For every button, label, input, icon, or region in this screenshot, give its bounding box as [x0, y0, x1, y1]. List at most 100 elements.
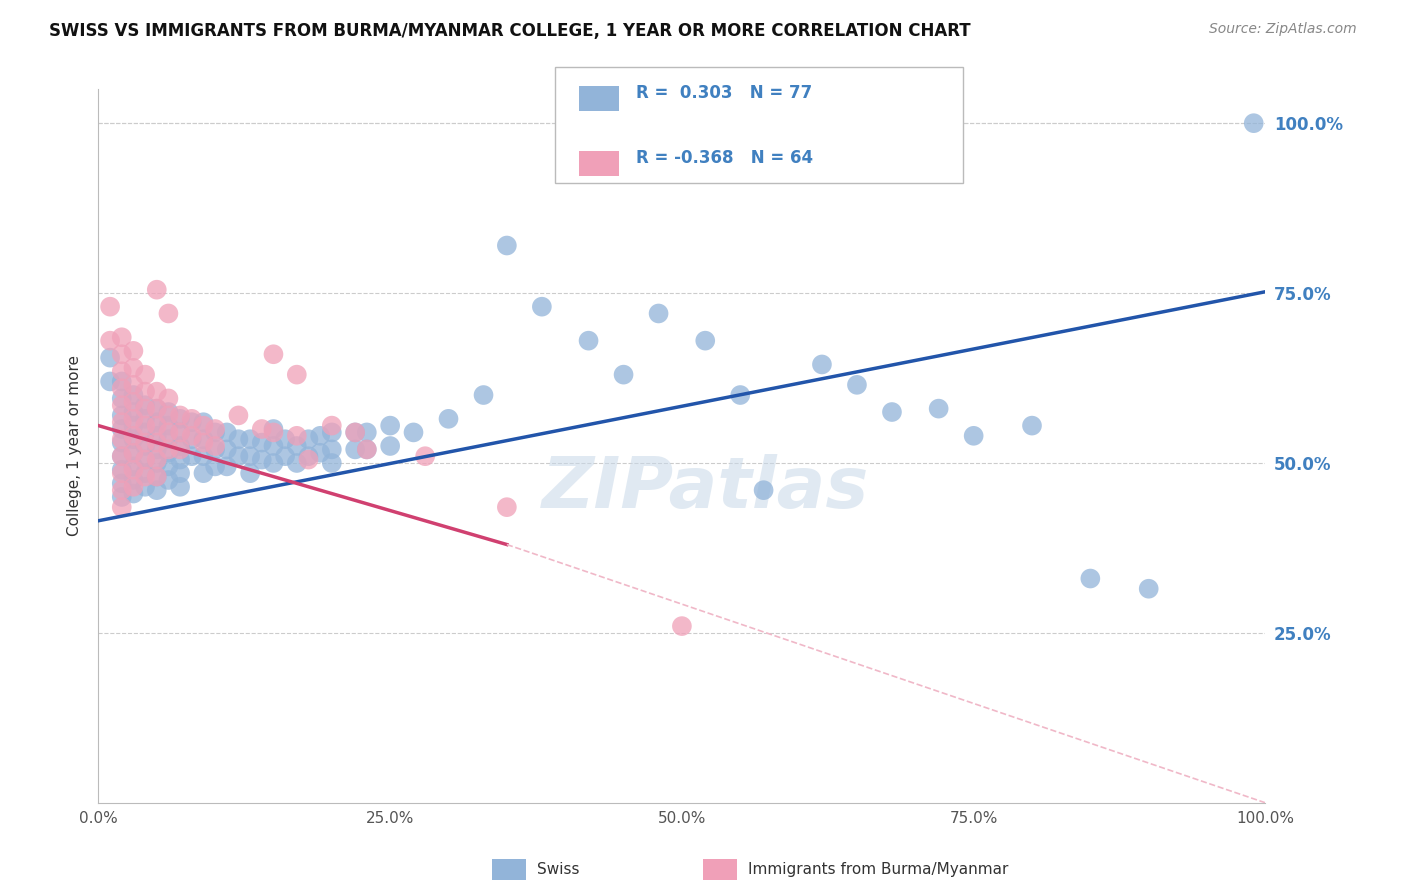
- Point: [122, 405, 145, 419]
- Point: [111, 398, 134, 412]
- Point: [157, 306, 180, 320]
- Point: [204, 459, 226, 474]
- Point: [344, 425, 367, 440]
- Point: [215, 459, 238, 474]
- Point: [98, 351, 121, 365]
- Point: [193, 466, 215, 480]
- Point: [122, 463, 145, 477]
- Point: [122, 473, 145, 487]
- Point: [274, 432, 297, 446]
- Point: [285, 456, 308, 470]
- Point: [578, 334, 600, 348]
- Point: [285, 429, 308, 443]
- Point: [250, 452, 273, 467]
- Point: [239, 432, 262, 446]
- Point: [752, 483, 775, 498]
- Point: [122, 459, 145, 474]
- Point: [169, 466, 191, 480]
- Point: [122, 412, 145, 426]
- Point: [146, 401, 169, 416]
- Point: [239, 466, 262, 480]
- Point: [98, 300, 121, 314]
- Point: [262, 439, 284, 453]
- Point: [180, 432, 202, 446]
- Point: [98, 375, 121, 389]
- Point: [228, 409, 250, 423]
- Point: [157, 442, 180, 457]
- Point: [146, 452, 169, 467]
- Point: [169, 412, 191, 426]
- Point: [111, 476, 134, 491]
- Point: [157, 446, 180, 460]
- Point: [111, 449, 134, 463]
- Text: Swiss: Swiss: [537, 863, 579, 877]
- Point: [134, 469, 156, 483]
- Point: [111, 364, 134, 378]
- Point: [262, 456, 284, 470]
- Point: [134, 368, 156, 382]
- Point: [157, 459, 180, 474]
- Point: [285, 439, 308, 453]
- Point: [169, 442, 191, 457]
- Point: [122, 360, 145, 375]
- Point: [730, 388, 752, 402]
- Point: [647, 306, 669, 320]
- Point: [215, 442, 238, 457]
- Point: [146, 384, 169, 399]
- Point: [228, 449, 250, 463]
- Point: [111, 347, 134, 361]
- Point: [380, 439, 402, 453]
- Point: [169, 439, 191, 453]
- Point: [1243, 116, 1265, 130]
- Point: [146, 401, 169, 416]
- Point: [285, 368, 308, 382]
- Point: [122, 446, 145, 460]
- Point: [122, 486, 145, 500]
- Point: [193, 415, 215, 429]
- Point: [169, 425, 191, 440]
- Point: [437, 412, 460, 426]
- Point: [204, 422, 226, 436]
- Point: [111, 500, 134, 515]
- Point: [122, 394, 145, 409]
- Point: [297, 452, 319, 467]
- Point: [157, 473, 180, 487]
- Point: [321, 442, 343, 457]
- Point: [496, 500, 519, 515]
- Point: [530, 300, 553, 314]
- Point: [111, 422, 134, 436]
- Point: [157, 392, 180, 406]
- Point: [321, 418, 343, 433]
- Point: [157, 425, 180, 440]
- Point: [204, 425, 226, 440]
- Point: [962, 429, 984, 443]
- Point: [274, 449, 297, 463]
- Point: [180, 415, 202, 429]
- Point: [413, 449, 436, 463]
- Point: [111, 409, 134, 423]
- Point: [356, 442, 378, 457]
- Point: [180, 449, 202, 463]
- Point: [309, 446, 332, 460]
- Point: [134, 425, 156, 440]
- Point: [111, 392, 134, 406]
- Point: [180, 412, 202, 426]
- Point: [297, 432, 319, 446]
- Point: [146, 435, 169, 450]
- Point: [111, 449, 134, 463]
- Point: [157, 405, 180, 419]
- Point: [228, 432, 250, 446]
- Point: [846, 377, 869, 392]
- Point: [146, 429, 169, 443]
- Point: [111, 415, 134, 429]
- Text: R =  0.303   N = 77: R = 0.303 N = 77: [636, 84, 811, 102]
- Point: [811, 358, 834, 372]
- Point: [122, 480, 145, 494]
- Point: [122, 343, 145, 358]
- Point: [250, 435, 273, 450]
- Point: [111, 490, 134, 504]
- Point: [134, 398, 156, 412]
- Point: [1021, 418, 1043, 433]
- Point: [134, 435, 156, 450]
- Text: R = -0.368   N = 64: R = -0.368 N = 64: [636, 149, 813, 167]
